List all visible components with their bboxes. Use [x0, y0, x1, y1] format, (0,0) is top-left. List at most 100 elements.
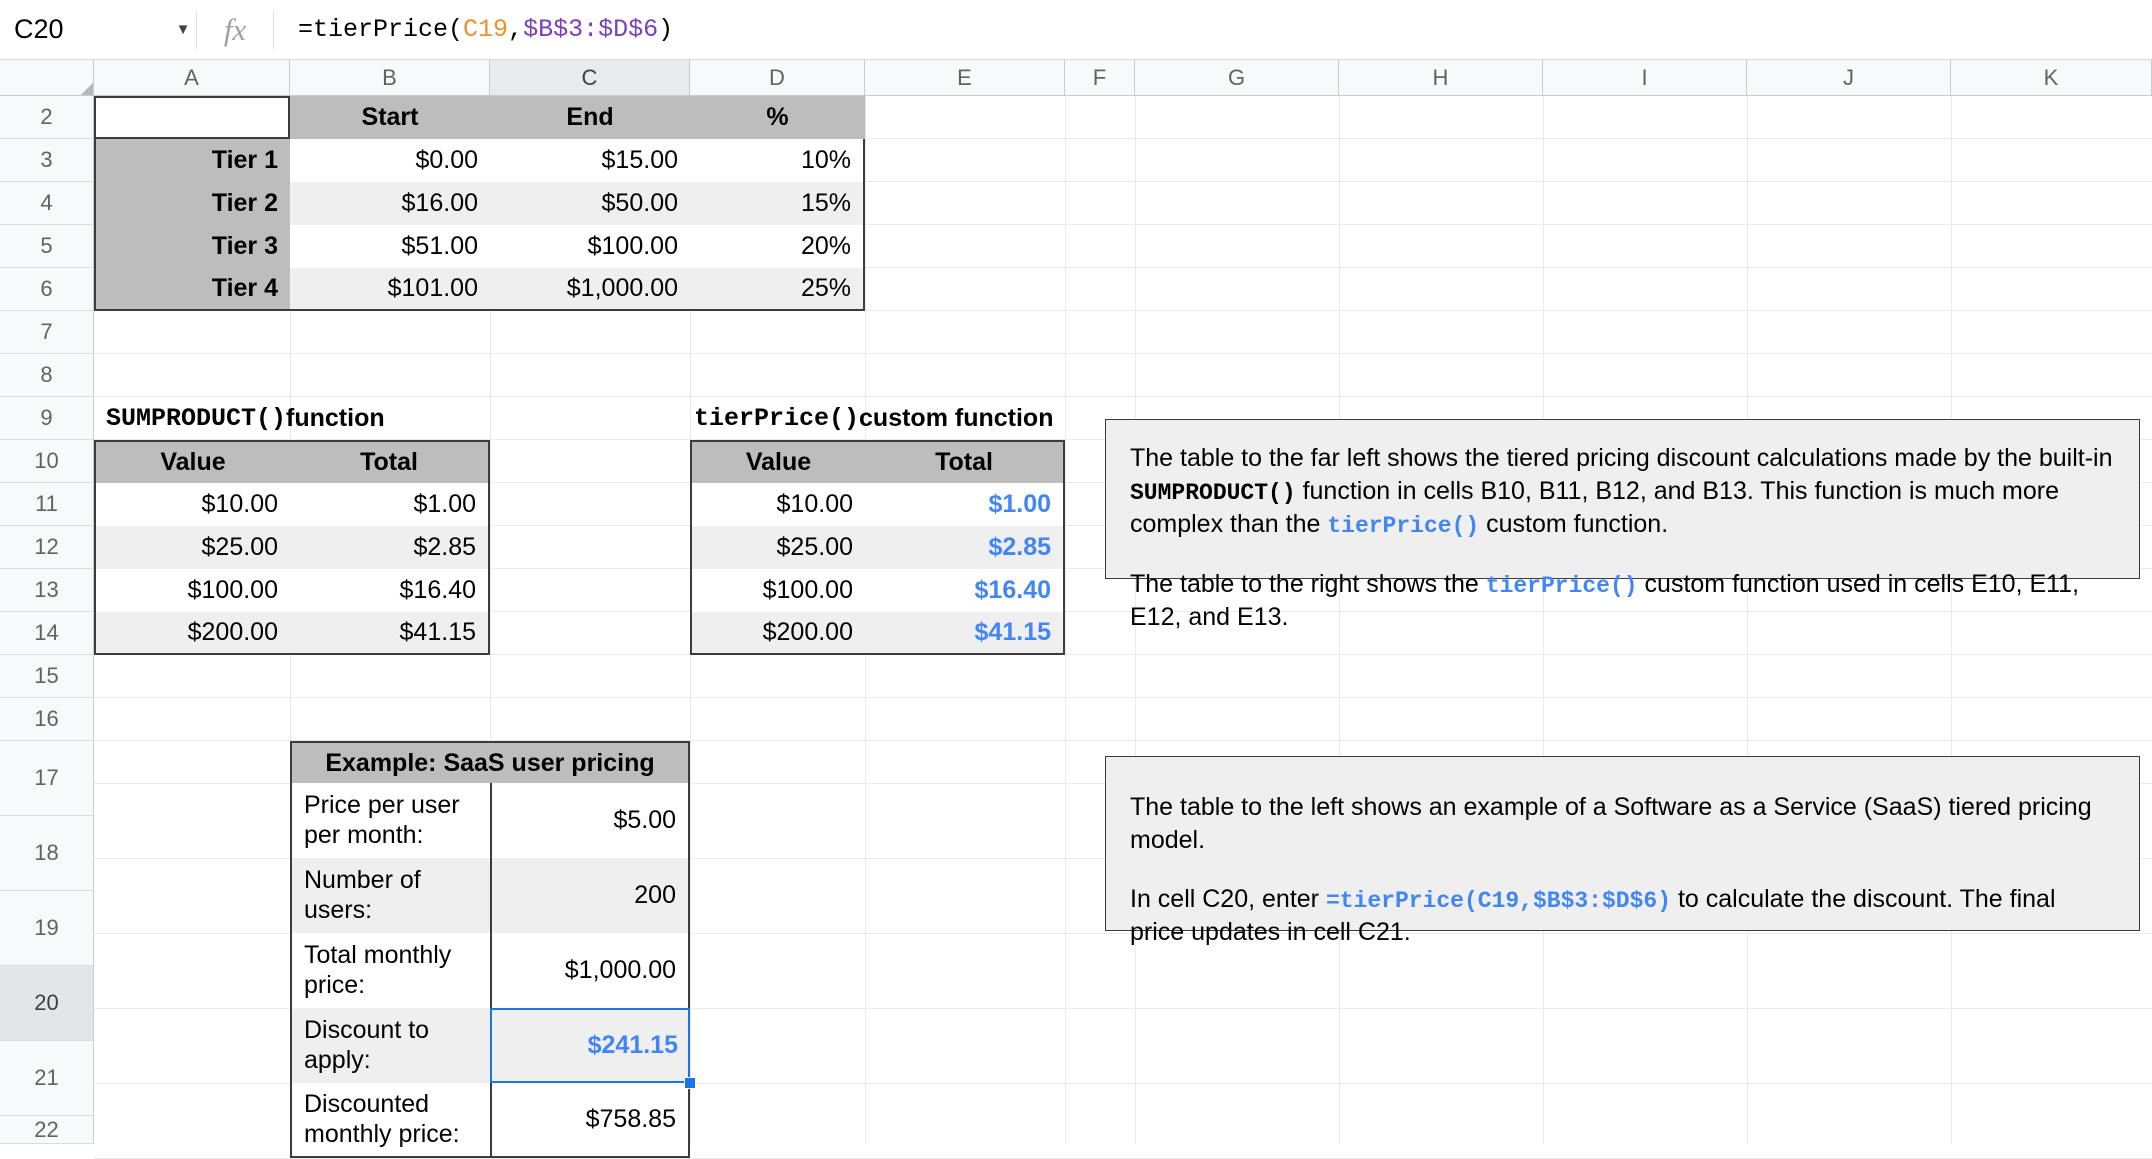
column-header-h[interactable]: H	[1339, 60, 1543, 96]
cell-a11[interactable]: $25.00	[94, 526, 290, 569]
row-header-7[interactable]: 7	[0, 311, 94, 354]
cell-c4[interactable]: $50.00	[490, 182, 690, 225]
column-header-g[interactable]: G	[1135, 60, 1339, 96]
row-header-17[interactable]: 17	[0, 741, 94, 816]
cell-d5[interactable]: 20%	[690, 225, 865, 268]
chevron-down-icon[interactable]: ▼	[175, 21, 191, 38]
cell-a9[interactable]: Value	[94, 440, 290, 483]
cell-d2[interactable]: %	[690, 96, 865, 139]
cell-c6[interactable]: $1,000.00	[490, 268, 690, 311]
cell-a6[interactable]: Tier 4	[94, 268, 290, 311]
row-header-14[interactable]: 14	[0, 612, 94, 655]
column-header-k[interactable]: K	[1951, 60, 2152, 96]
cell-e12[interactable]: $16.40	[865, 569, 1065, 612]
cell-b20[interactable]: Discount to apply:	[290, 1008, 490, 1083]
cell-b5[interactable]: $51.00	[290, 225, 490, 268]
note-bottom-p2-code-formula: =tierPrice(C19,$B$3:$D$6)	[1325, 888, 1671, 914]
row-header-12[interactable]: 12	[0, 526, 94, 569]
cell-b13[interactable]: $41.15	[290, 612, 490, 655]
cell-c5[interactable]: $100.00	[490, 225, 690, 268]
cell-b19[interactable]: Total monthly price:	[290, 933, 490, 1008]
row-header-22[interactable]: 22	[0, 1116, 94, 1144]
row-header-15[interactable]: 15	[0, 655, 94, 698]
paragraph-gap	[1130, 857, 2115, 883]
row-header-11[interactable]: 11	[0, 483, 94, 526]
cell-d9[interactable]: Value	[690, 440, 865, 483]
cell-a5[interactable]: Tier 3	[94, 225, 290, 268]
column-header-i[interactable]: I	[1543, 60, 1747, 96]
column-header-c[interactable]: C	[490, 60, 690, 96]
row-header-3[interactable]: 3	[0, 139, 94, 182]
select-all-corner[interactable]	[0, 60, 94, 96]
formula-text-suffix: )	[658, 15, 674, 44]
cell-area[interactable]: Start End % Tier 1 $0.00 $15.00 10% Tier…	[94, 96, 2152, 1159]
cell-c20[interactable]: $241.15	[490, 1008, 690, 1083]
row-header-21[interactable]: 21	[0, 1041, 94, 1116]
row-header-13[interactable]: 13	[0, 569, 94, 612]
cell-b6[interactable]: $101.00	[290, 268, 490, 311]
column-header-j[interactable]: J	[1747, 60, 1951, 96]
cell-b21[interactable]: Discounted monthly price:	[290, 1083, 490, 1158]
column-header-f[interactable]: F	[1065, 60, 1135, 96]
cell-e9[interactable]: Total	[865, 440, 1065, 483]
cell-b11[interactable]: $2.85	[290, 526, 490, 569]
row-header-19[interactable]: 19	[0, 891, 94, 966]
gridline	[1339, 96, 1340, 1144]
gridline	[94, 697, 2152, 698]
row-header-18[interactable]: 18	[0, 816, 94, 891]
note-top-p1-b: function in cells B10, B11, B12, and B13…	[1130, 477, 2060, 539]
column-header-a[interactable]: A	[94, 60, 290, 96]
sumproduct-heading-rest: function	[286, 404, 385, 432]
gridline	[1543, 96, 1544, 1144]
cell-b3[interactable]: $0.00	[290, 139, 490, 182]
cell-b12[interactable]: $16.40	[290, 569, 490, 612]
row-header-5[interactable]: 5	[0, 225, 94, 268]
cell-c2[interactable]: End	[490, 96, 690, 139]
cell-d6[interactable]: 25%	[690, 268, 865, 311]
formula-input[interactable]: =tierPrice(C19, $B$3:$D$6)	[274, 0, 2152, 60]
cell-b9[interactable]: Total	[290, 440, 490, 483]
cell-d3[interactable]: 10%	[690, 139, 865, 182]
row-header-6[interactable]: 6	[0, 268, 94, 311]
cell-d12[interactable]: $100.00	[690, 569, 865, 612]
cell-a4[interactable]: Tier 2	[94, 182, 290, 225]
cell-c19[interactable]: $1,000.00	[490, 933, 690, 1008]
row-header-20[interactable]: 20	[0, 966, 94, 1041]
cell-e11[interactable]: $2.85	[865, 526, 1065, 569]
cell-b10[interactable]: $1.00	[290, 483, 490, 526]
row-header-10[interactable]: 10	[0, 440, 94, 483]
row-header-2[interactable]: 2	[0, 96, 94, 139]
note-top-p1-c: custom function.	[1479, 510, 1669, 539]
cell-a3[interactable]: Tier 1	[94, 139, 290, 182]
cell-a12[interactable]: $100.00	[94, 569, 290, 612]
cell-c21[interactable]: $758.85	[490, 1083, 690, 1158]
column-header-d[interactable]: D	[690, 60, 865, 96]
cell-a2[interactable]	[94, 96, 290, 139]
cell-b2[interactable]: Start	[290, 96, 490, 139]
spreadsheet-grid[interactable]: A B C D E F G H I J K 2 3 4 5 6 7 8 9 10…	[0, 60, 2152, 1159]
cell-c3[interactable]: $15.00	[490, 139, 690, 182]
cell-b18[interactable]: Number of users:	[290, 858, 490, 933]
cell-d4[interactable]: 15%	[690, 182, 865, 225]
name-box[interactable]: C20 ▼	[0, 0, 196, 60]
cell-a10[interactable]: $10.00	[94, 483, 290, 526]
cell-c17[interactable]: $5.00	[490, 783, 690, 858]
saas-table-title[interactable]: Example: SaaS user pricing	[290, 741, 690, 783]
column-header-b[interactable]: B	[290, 60, 490, 96]
formula-comma: ,	[508, 15, 524, 44]
row-header-16[interactable]: 16	[0, 698, 94, 741]
row-header-9[interactable]: 9	[0, 397, 94, 440]
cell-e10[interactable]: $1.00	[865, 483, 1065, 526]
column-header-e[interactable]: E	[865, 60, 1065, 96]
cell-b17[interactable]: Price per user per month:	[290, 783, 490, 858]
cell-d10[interactable]: $10.00	[690, 483, 865, 526]
fill-handle[interactable]	[684, 1077, 696, 1089]
row-header-8[interactable]: 8	[0, 354, 94, 397]
cell-c18[interactable]: 200	[490, 858, 690, 933]
cell-e13[interactable]: $41.15	[865, 612, 1065, 655]
cell-d11[interactable]: $25.00	[690, 526, 865, 569]
cell-d13[interactable]: $200.00	[690, 612, 865, 655]
row-header-4[interactable]: 4	[0, 182, 94, 225]
cell-a13[interactable]: $200.00	[94, 612, 290, 655]
cell-b4[interactable]: $16.00	[290, 182, 490, 225]
